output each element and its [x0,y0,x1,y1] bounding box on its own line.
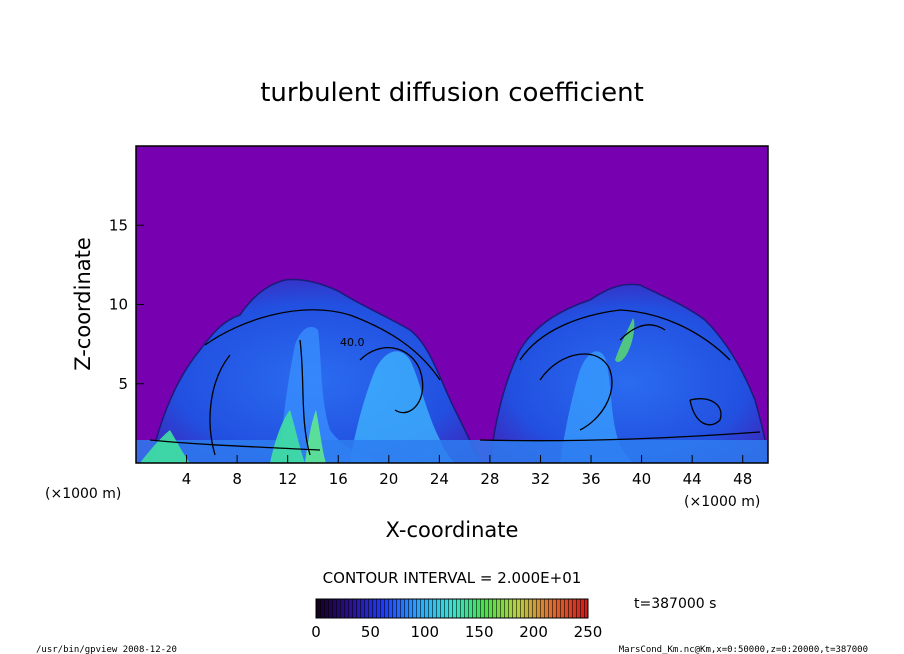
footer-left: /usr/bin/gpview 2008-12-20 [36,645,177,654]
x-tick-label-6: 28 [480,470,499,488]
surface-layer [136,440,768,463]
surface-hotspot-left [140,430,190,463]
contour-label: 40.0 [340,336,365,349]
y-axis-ticks: 5 10 15 [109,216,144,393]
y-axis-label: Z-coordinate [71,237,95,371]
colorbar-tick-label-4: 200 [519,623,548,641]
plume-left-vortex [350,351,455,463]
x-tick-label-8: 36 [581,470,600,488]
x-unit-left: (×1000 m) [45,486,121,502]
plume-right-core [560,351,635,463]
x-tick-label-7: 32 [531,470,550,488]
x-tick-label-11: 48 [733,470,752,488]
colorbar-tick-label-2: 100 [410,623,439,641]
x-tick-label-0: 4 [182,470,192,488]
colorbar-frame [315,598,589,619]
x-unit-right: (×1000 m) [684,494,760,510]
surface-hotspot-mid [270,410,305,463]
x-tick-label-5: 24 [430,470,449,488]
y-tick-label-0: 5 [118,375,128,393]
time-label: t=387000 s [634,596,716,612]
contour-interval: CONTOUR INTERVAL = 2.000E+01 [323,569,582,587]
colorbar-lines [316,599,588,618]
colorbar-ticks: 0 50 100 150 200 250 [311,623,602,641]
colorbar-tick-label-1: 50 [361,623,380,641]
colorbar-tick-label-0: 0 [311,623,321,641]
y-tick-label-1: 10 [109,296,128,314]
x-tick-label-10: 44 [683,470,702,488]
plot-area: 40.0 [135,145,769,464]
x-tick-label-9: 40 [632,470,651,488]
plume-right [489,283,768,463]
x-tick-label-4: 20 [379,470,398,488]
colorbar-tick-label-5: 250 [574,623,603,641]
x-axis-label: X-coordinate [386,518,519,542]
footer-right: MarsCond_Km.nc@Km,x=0:50000,z=0:20000,t=… [619,645,868,654]
colorbar-tick-label-3: 150 [465,623,494,641]
x-axis-ticks: 4 8 12 16 20 24 28 32 36 40 44 48 [182,455,752,488]
chart-title: turbulent diffusion coefficient [260,78,644,108]
contour-lines [149,309,761,456]
x-tick-label-3: 16 [329,470,348,488]
colorbar: 0 50 100 150 200 250 [311,598,602,641]
x-tick-label-2: 12 [278,470,297,488]
heatmap-field: 40.0 [136,278,768,463]
x-tick-label-1: 8 [232,470,242,488]
plume-right-streak [615,318,635,363]
y-tick-label-2: 15 [109,216,128,234]
